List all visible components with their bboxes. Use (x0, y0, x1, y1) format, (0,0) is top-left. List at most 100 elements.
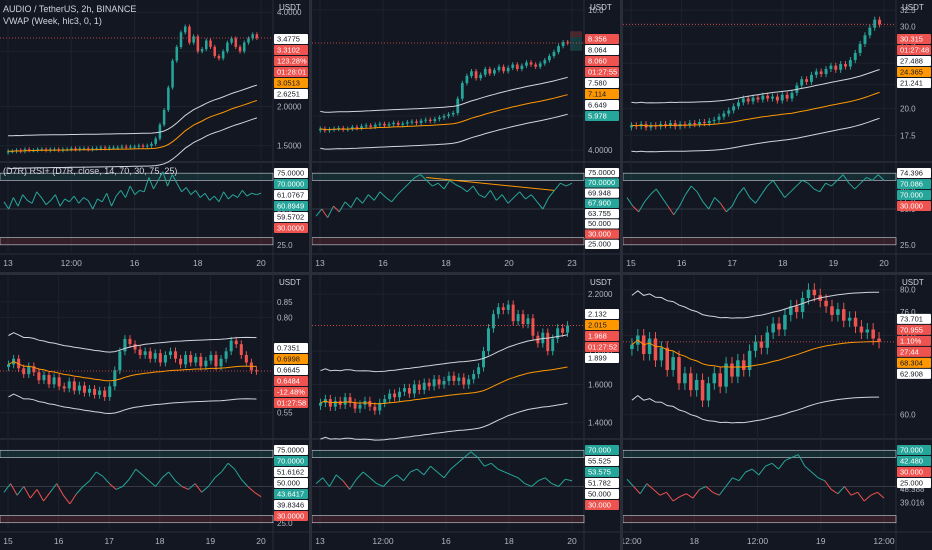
rsi-segment (870, 491, 878, 496)
rsi-segment (129, 185, 136, 195)
rsi-tick-label: 39.016 (900, 498, 925, 507)
candle-body (630, 344, 634, 350)
candle-body (747, 350, 752, 371)
price-label-tag (585, 67, 619, 77)
candle-body (91, 148, 94, 150)
candle-body (847, 317, 852, 321)
rsi-segment (755, 194, 762, 204)
rsi-segment (315, 477, 324, 484)
rsi-segment (29, 489, 38, 499)
vwap-upper-band (320, 76, 568, 113)
candle-body (199, 356, 203, 367)
candle-body (368, 400, 372, 407)
candle-body (234, 340, 238, 345)
candle-body (488, 68, 492, 74)
rsi-label-text: 70.000 (900, 191, 923, 200)
panel-separator[interactable] (0, 272, 932, 275)
rsi-segment (171, 174, 178, 184)
rsi-segment (335, 474, 344, 482)
panel-separator[interactable] (620, 0, 623, 550)
rsi-segment (804, 465, 812, 473)
rsi-label-tag (897, 478, 931, 488)
candle-body (175, 46, 179, 61)
candle-body (118, 351, 122, 371)
rsi-segment (765, 462, 773, 467)
rsi-legend[interactable]: (D7R) RSI+ (D7R, close, 14, 70, 30, 75, … (3, 166, 178, 176)
candle-body (412, 384, 416, 394)
rsi-segment (23, 486, 31, 499)
rsi-overbought-zone (623, 449, 897, 458)
rsi-segment (148, 480, 156, 487)
candle-body (511, 304, 515, 322)
rsi-segment (16, 486, 25, 496)
price-label-text: 1.968 (588, 332, 607, 341)
chart-panel-4[interactable]: 151617181920USDT0.550.600.800.8525.00.73… (0, 275, 309, 550)
panel-background (312, 0, 620, 272)
rsi-segment (725, 477, 733, 487)
candle-body (659, 347, 664, 361)
symbol-title[interactable]: AUDIO / TetherUS, 2h, BINANCE (3, 4, 137, 14)
rsi-segment (167, 174, 173, 187)
candle-body (677, 357, 681, 384)
price-label-text: 2.015 (588, 321, 607, 330)
price-label-tag (274, 56, 308, 66)
rsi-label-text: 50.000 (588, 219, 611, 228)
price-unit-label: USDT (590, 3, 612, 12)
rsi-segment (457, 457, 465, 464)
price-label-tag (585, 342, 619, 352)
chart-panel-5[interactable]: 1312:00161820USDT1.40001.60001.80002.200… (312, 275, 620, 550)
rsi-segment (466, 185, 474, 193)
candle-body (217, 55, 221, 59)
rsi-segment (497, 468, 505, 473)
rsi-segment (659, 491, 667, 496)
rsi-segment (544, 477, 553, 484)
vwap-line (631, 91, 880, 127)
candle-body (486, 328, 490, 352)
price-label-tag (897, 56, 931, 66)
vwap-legend[interactable]: VWAP (Week, hlc3, 0, 1) (3, 16, 102, 26)
panel-separator[interactable] (309, 0, 312, 550)
chart-panel-1[interactable]: 1312:00161820USDT1.50002.00003.00004.000… (0, 0, 309, 272)
time-tick-label: 13 (315, 258, 325, 268)
rsi-segment (650, 188, 657, 196)
candle-body (751, 97, 755, 102)
candle-body (103, 390, 107, 398)
chart-panel-6[interactable]: 12:001812:001912:00USDT60.072.076.080.07… (623, 275, 932, 550)
rsi-segment (403, 471, 411, 482)
candle-body (766, 95, 770, 99)
rsi-segment (36, 489, 44, 502)
price-label-text: 0.6998 (277, 354, 300, 363)
chart-panel-2[interactable]: 1316182023USDT4.00005.000010.025.08.3568… (312, 0, 620, 272)
candle-body (123, 338, 127, 352)
candle-body (358, 404, 362, 409)
rsi-label-text: 61.0767 (277, 191, 304, 200)
rsi-segment (866, 177, 873, 181)
price-label-text: 27.488 (900, 57, 923, 66)
rsi-segment (201, 486, 209, 493)
rsi-segment (204, 192, 211, 201)
candle-body (706, 383, 711, 401)
rsi-segment (322, 477, 330, 487)
rsi-segment (472, 185, 480, 195)
price-label-text: 24.365 (900, 68, 923, 77)
chart-panel-3[interactable]: 151617181920USDT17.520.022.525.027.530.0… (623, 0, 932, 272)
rsi-segment (251, 192, 257, 196)
candle-body (36, 149, 39, 151)
rsi-label-text: 42.480 (900, 457, 923, 466)
price-label-tag (585, 320, 619, 330)
candle-body (179, 32, 183, 47)
price-label-text: 1.10% (900, 336, 922, 345)
price-label-tag (585, 45, 619, 55)
candle-body (506, 304, 510, 311)
candle-body (402, 388, 406, 392)
price-label-text: 1.899 (588, 354, 607, 363)
candle-body (112, 147, 115, 149)
rsi-segment (246, 192, 252, 197)
rsi-segment (379, 191, 387, 198)
candle-body (255, 34, 259, 39)
rsi-segment (813, 188, 820, 193)
price-label-text: 01:28:01 (277, 68, 306, 77)
rsi-segment (524, 483, 532, 487)
candle-body (806, 289, 811, 298)
rsi-segment (705, 486, 713, 493)
